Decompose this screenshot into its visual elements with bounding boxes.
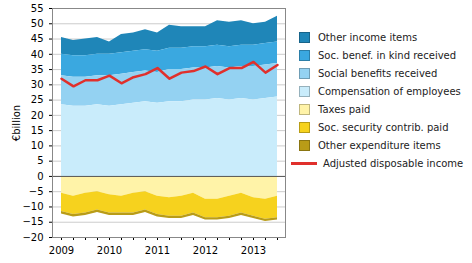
svg-text:2013: 2013	[241, 245, 266, 256]
html-text:Other expenditure items: Other expenditure items	[318, 139, 441, 151]
html-text:Adjusted disposable income: Adjusted disposable income	[323, 157, 464, 169]
html-text:Soc. security contrib. paid: Soc. security contrib. paid	[318, 121, 449, 133]
svg-text:30: 30	[31, 79, 44, 90]
svg-text:15: 15	[31, 125, 44, 136]
svg-text:−5: −5	[29, 186, 44, 197]
svg-text:35: 35	[31, 64, 44, 75]
svg-text:−15: −15	[22, 216, 43, 227]
svg-text:−20: −20	[22, 232, 43, 243]
svg-text:2011: 2011	[145, 245, 170, 256]
html-text:Other income items: Other income items	[318, 31, 418, 43]
svg-text:10: 10	[31, 140, 44, 151]
svg-text:20: 20	[31, 110, 44, 121]
svg-text:0: 0	[37, 171, 43, 182]
html-text:Soc. benef. in kind received: Soc. benef. in kind received	[318, 49, 457, 61]
svg-text:55: 55	[31, 3, 44, 14]
svg-text:40: 40	[31, 49, 44, 60]
svg-text:−10: −10	[22, 201, 43, 212]
svg-text:2012: 2012	[193, 245, 218, 256]
svg-text:2010: 2010	[97, 245, 122, 256]
html-text:Compensation of employees: Compensation of employees	[318, 85, 461, 97]
svg-text:25: 25	[31, 94, 44, 105]
svg-text:€billion: €billion	[11, 105, 22, 141]
html-text:Taxes paid: Taxes paid	[318, 103, 371, 115]
svg-text:2009: 2009	[49, 245, 74, 256]
svg-text:45: 45	[31, 33, 44, 44]
svg-text:5: 5	[37, 155, 43, 166]
html-text:Social benefits received: Social benefits received	[318, 67, 438, 79]
svg-text:50: 50	[31, 18, 44, 29]
